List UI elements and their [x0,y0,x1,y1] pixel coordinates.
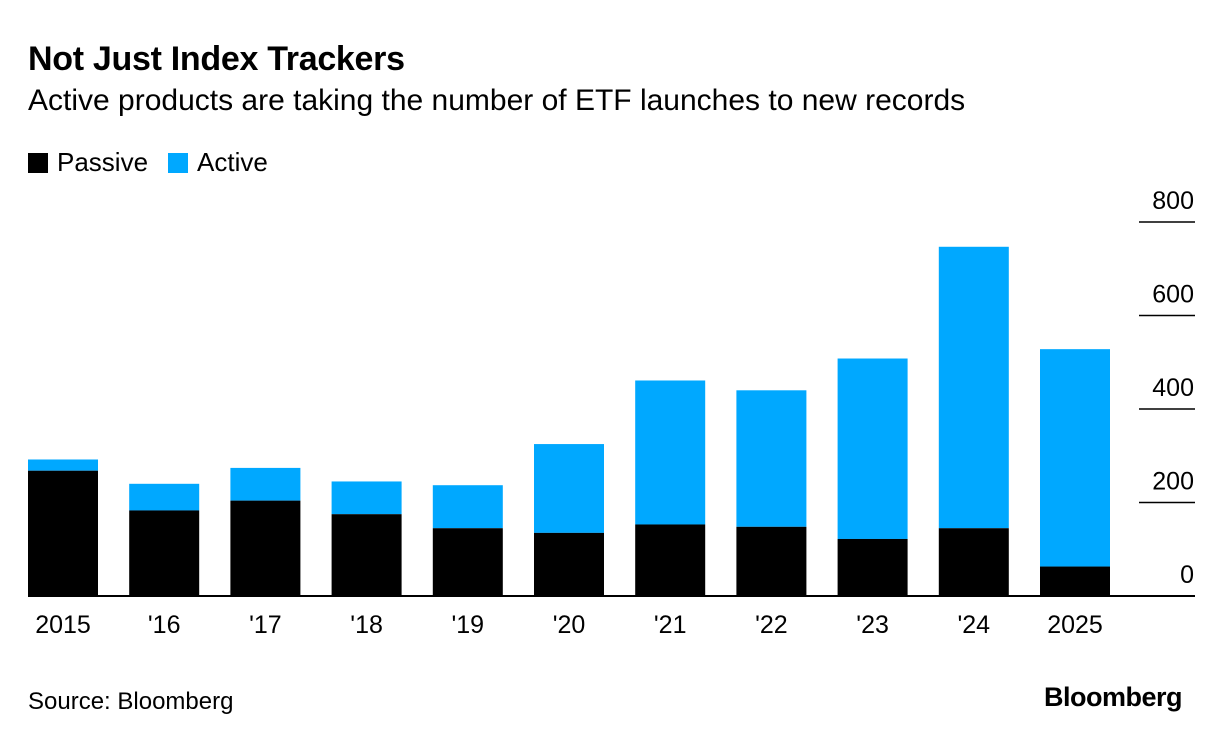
legend-item-active: Active [168,147,268,178]
bar-active-3 [331,481,402,515]
chart-subtitle: Active products are taking the number of… [28,84,966,117]
y-tick-label-600: 600 [1152,281,1194,309]
x-tick-label-6: '21 [654,611,687,639]
bar-active-2 [230,467,301,501]
bar-passive-3 [331,514,402,596]
bar-active-4 [432,485,503,529]
bar-active-9 [938,246,1009,529]
legend-label-passive: Passive [57,147,149,177]
bar-active-10 [1040,349,1110,567]
bar-passive-8 [837,538,908,596]
bar-passive-9 [938,528,1009,596]
x-tick-label-1: '16 [148,611,181,639]
x-tick-label-5: '20 [553,611,586,639]
bar-passive-5 [534,532,604,596]
bar-active-8 [837,358,908,539]
bar-passive-6 [635,524,706,596]
chart-title: Not Just Index Trackers [28,40,405,78]
x-tick-label-9: '24 [958,611,991,639]
legend-swatch-active [168,152,189,173]
bar-passive-1 [129,510,200,596]
bar-active-5 [534,444,604,533]
x-tick-label-3: '18 [350,611,383,639]
bar-passive-0 [28,470,98,596]
x-tick-label-2: '17 [249,611,282,639]
bloomberg-logo: Bloomberg [1044,682,1183,712]
bar-passive-7 [736,526,807,596]
legend-swatch-passive [28,152,48,173]
legend: Passive Active [28,147,288,178]
bar-active-7 [736,390,807,527]
bar-active-1 [129,483,200,511]
bar-active-6 [635,380,706,525]
x-tick-label-10: 2025 [1047,611,1103,639]
bar-passive-10 [1040,566,1110,596]
x-tick-label-7: '22 [755,611,788,639]
legend-item-passive: Passive [28,147,148,178]
x-tick-label-8: '23 [856,611,889,639]
y-tick-label-200: 200 [1152,468,1194,496]
y-tick-label-800: 800 [1152,187,1194,215]
bar-passive-2 [230,500,301,596]
source-note: Source: Bloomberg [28,688,234,715]
bar-passive-4 [432,528,503,596]
legend-label-active: Active [197,147,268,177]
y-tick-label-400: 400 [1152,374,1194,402]
bar-active-0 [28,459,98,471]
y-tick-label-0: 0 [1180,561,1194,589]
x-tick-label-0: 2015 [35,611,91,639]
x-tick-label-4: '19 [452,611,485,639]
